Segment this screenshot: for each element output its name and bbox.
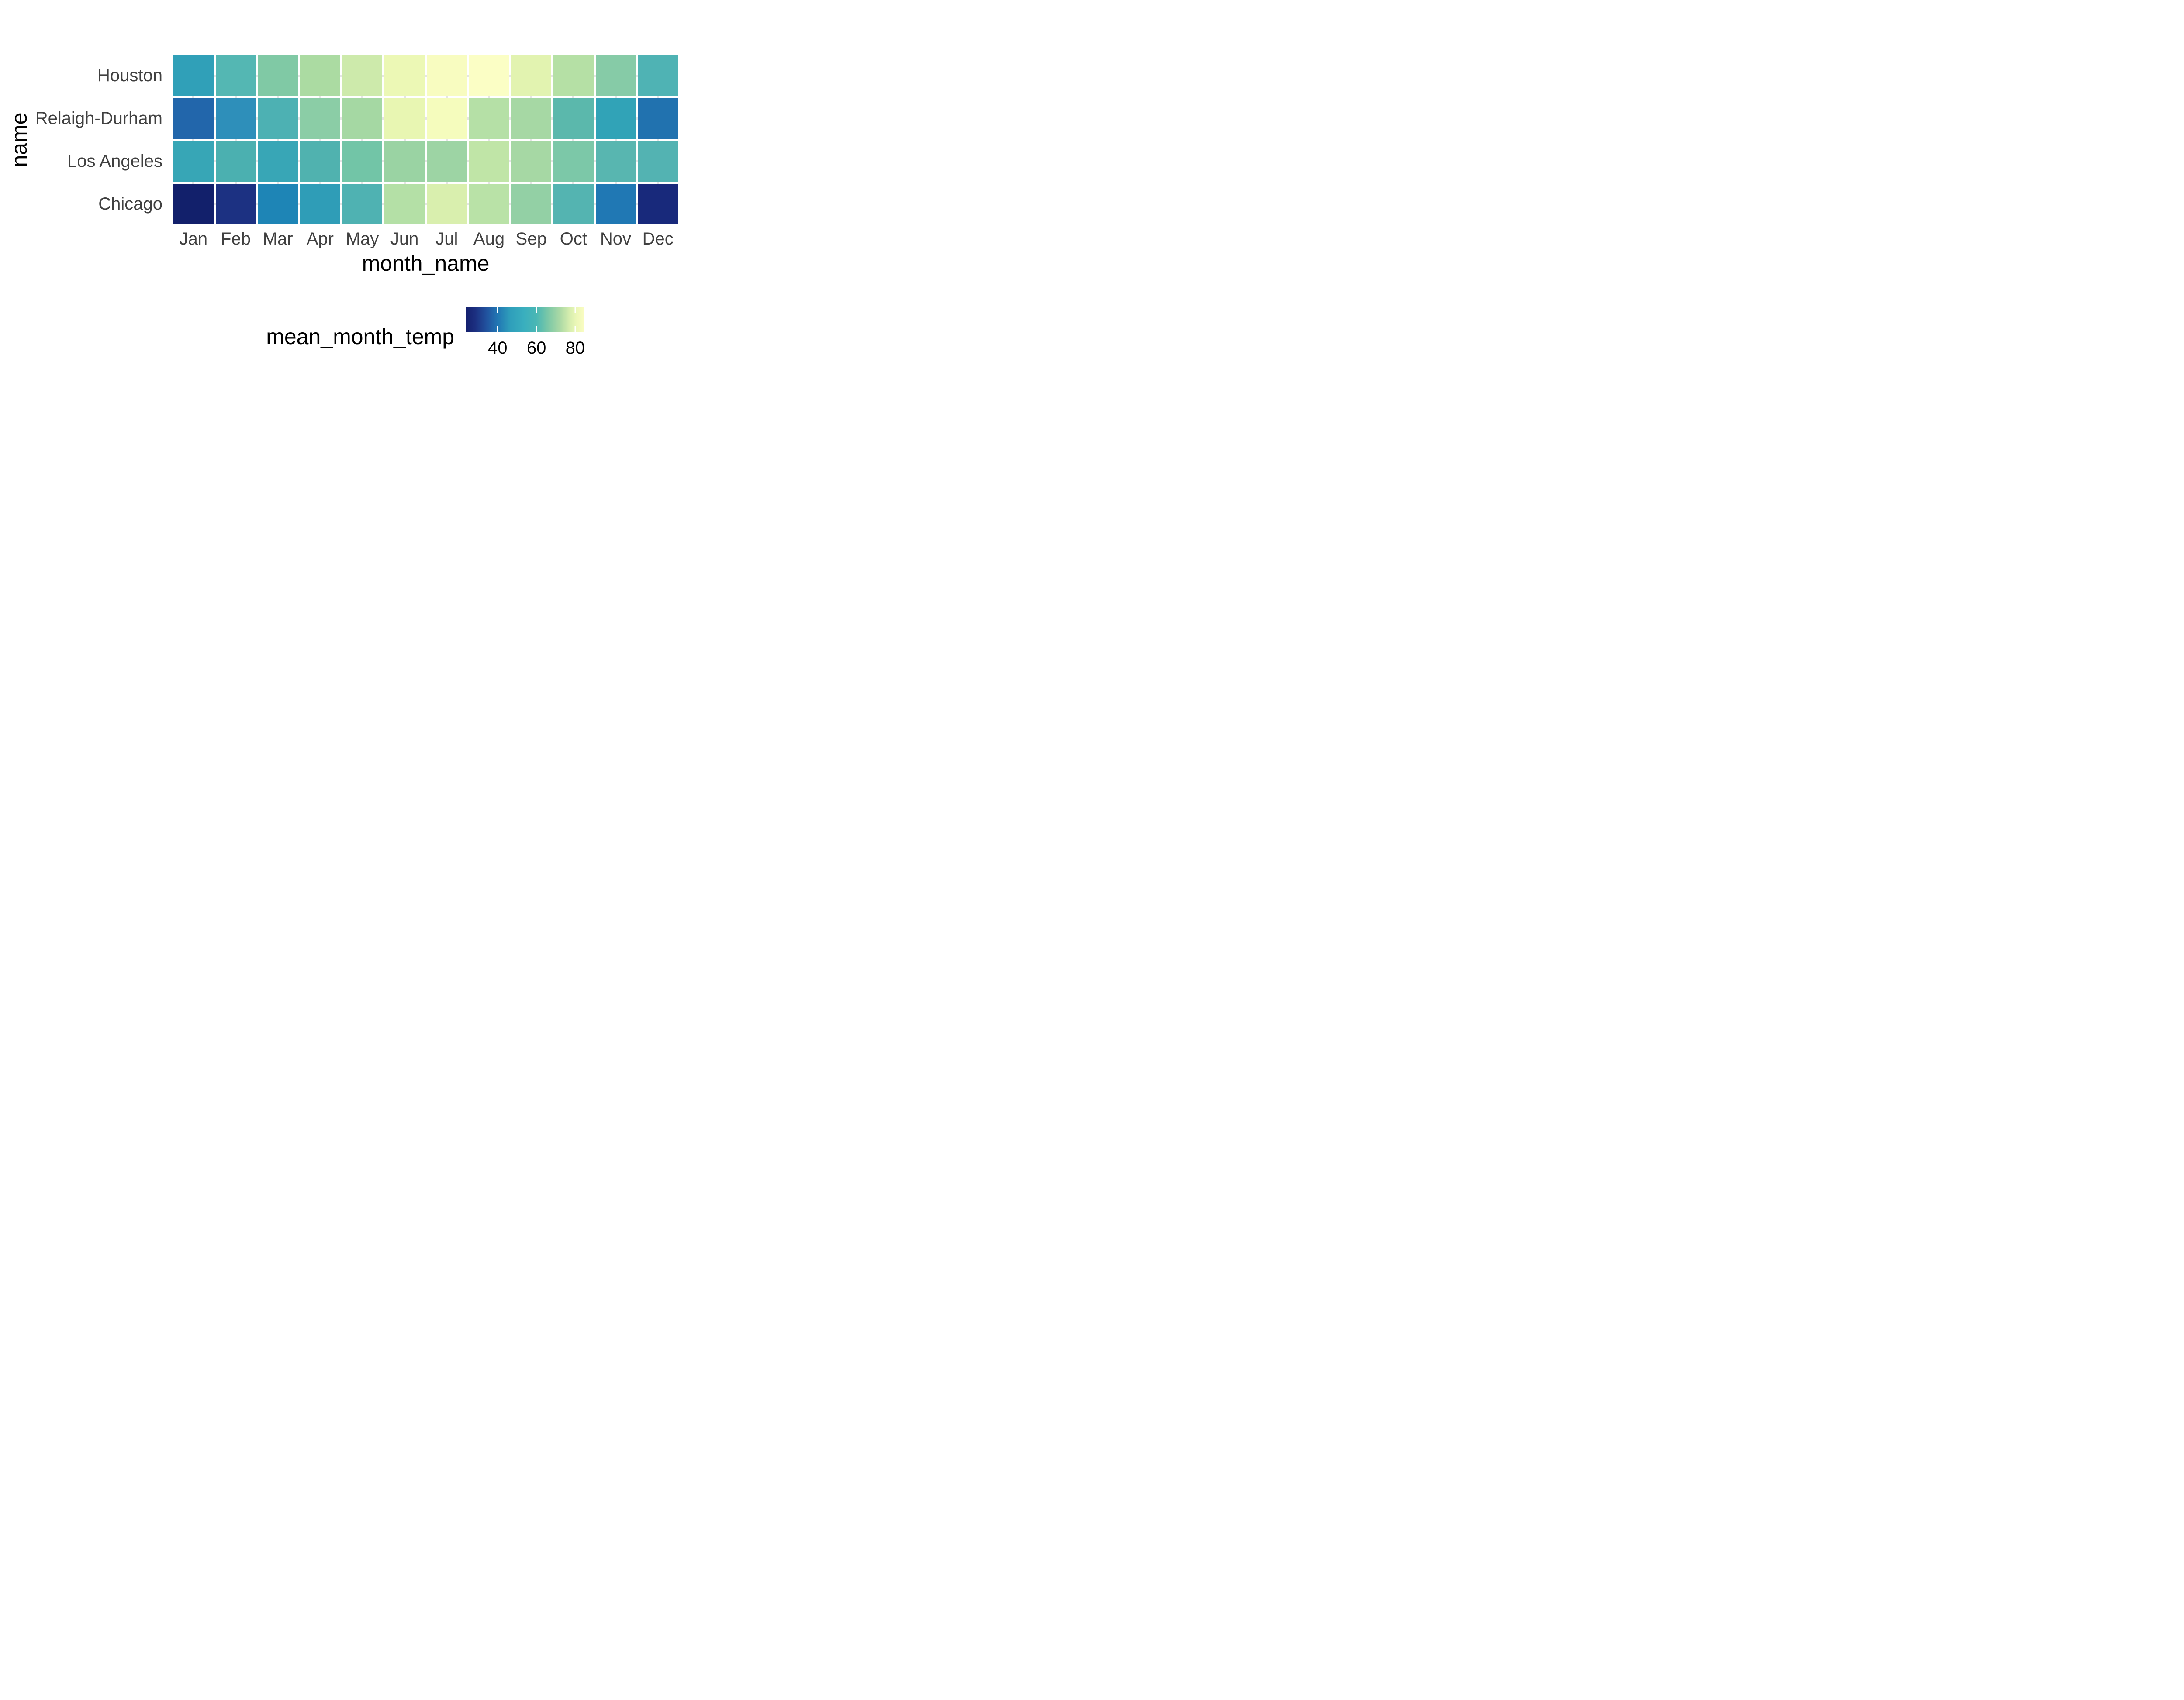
heatmap-cell <box>342 141 383 182</box>
heatmap-cell <box>426 55 467 96</box>
y-tick-label: Houston <box>97 66 162 85</box>
heatmap-cell <box>469 184 509 224</box>
heatmap-cell <box>511 98 551 139</box>
panel-gridline-vertical <box>657 55 659 224</box>
heatmap-cell <box>384 141 425 182</box>
panel-grid <box>173 55 678 224</box>
y-axis-labels: Houston Relaigh-Durham Los Angeles Chicago <box>0 55 168 224</box>
legend-tick-label: 80 <box>565 338 585 358</box>
heatmap-cell <box>638 55 678 96</box>
panel-gridline-vertical <box>615 55 617 224</box>
x-tick-label: Mar <box>263 229 293 248</box>
x-axis-labels: Jan Feb Mar Apr May Jun Jul Aug Sep Oct Nov Dec <box>173 228 678 250</box>
heatmap-cell <box>300 98 340 139</box>
panel-gridline-vertical <box>403 55 406 224</box>
legend-tick-mark <box>497 307 498 313</box>
heatmap-cell <box>173 184 214 224</box>
panel-gridline-vertical <box>192 55 195 224</box>
heatmap-cell <box>258 141 298 182</box>
x-tick-label: Apr <box>306 229 334 248</box>
heatmap-cell <box>469 98 509 139</box>
panel-gridline-vertical <box>361 55 363 224</box>
heatmap-cell <box>638 141 678 182</box>
heatmap-cell <box>469 55 509 96</box>
legend-gradient-bar <box>466 307 584 332</box>
legend-tick-labels: 40 60 80 <box>466 338 585 359</box>
heatmap-cell <box>511 55 551 96</box>
heatmap-cell <box>215 55 256 96</box>
heatmap-cell <box>426 141 467 182</box>
heatmap-cell <box>511 141 551 182</box>
heatmap-cell <box>638 98 678 139</box>
heatmap-cell <box>426 98 467 139</box>
legend-tick-mark <box>574 307 576 313</box>
heatmap-cell <box>384 98 425 139</box>
heatmap-cell <box>300 55 340 96</box>
x-tick-label: Dec <box>642 229 674 248</box>
x-tick-label: Sep <box>515 229 547 248</box>
panel-gridline-vertical <box>530 55 532 224</box>
panel-gridline-vertical <box>235 55 237 224</box>
panel-gridline-horizontal <box>173 203 678 205</box>
heatmap-cell <box>215 141 256 182</box>
legend-tick-label: 40 <box>488 338 508 358</box>
x-tick-label: Oct <box>560 229 587 248</box>
panel-gridline-vertical <box>446 55 448 224</box>
legend-title: mean_month_temp <box>266 324 454 349</box>
y-tick-label: Los Angeles <box>67 152 162 171</box>
panel-gridline-vertical <box>572 55 575 224</box>
x-tick-label: Feb <box>221 229 251 248</box>
heatmap-cell <box>258 55 298 96</box>
legend-tick-label: 60 <box>526 338 546 358</box>
panel-gridline-horizontal <box>173 117 678 120</box>
heatmap-cell <box>595 141 636 182</box>
heatmap-cell <box>258 184 298 224</box>
x-tick-label: Jun <box>390 229 419 248</box>
heatmap-cell <box>595 55 636 96</box>
x-tick-label: Jul <box>435 229 458 248</box>
heatmap-cell <box>173 141 214 182</box>
x-tick-label: Aug <box>473 229 505 248</box>
heatmap-cell <box>258 98 298 139</box>
heatmap-cell <box>384 55 425 96</box>
heatmap-cell <box>553 98 594 139</box>
x-tick-label: Jan <box>179 229 208 248</box>
figure-canvas: name Houston Relaigh-Durham Los Angeles Chi… <box>0 0 688 425</box>
heatmap-grid <box>173 55 678 224</box>
heatmap-cell <box>511 184 551 224</box>
heatmap-cell <box>342 184 383 224</box>
panel-gridline-horizontal <box>173 75 678 77</box>
panel-gridline-horizontal <box>173 160 678 162</box>
heatmap-cell <box>173 55 214 96</box>
heatmap-cell <box>553 184 594 224</box>
heatmap-cell <box>553 141 594 182</box>
heatmap-cell <box>595 184 636 224</box>
heatmap-cell <box>553 55 594 96</box>
heatmap-cell <box>215 98 256 139</box>
x-tick-label: Nov <box>600 229 632 248</box>
heatmap-cell <box>469 141 509 182</box>
y-tick-label: Relaigh-Durham <box>35 109 162 128</box>
heatmap-cell <box>173 98 214 139</box>
x-axis-title: month_name <box>362 251 490 276</box>
legend-tick-mark <box>574 326 576 332</box>
heatmap-cell <box>215 184 256 224</box>
heatmap-cell <box>300 184 340 224</box>
heatmap-cell <box>342 98 383 139</box>
legend-tick-mark <box>497 326 498 332</box>
heatmap-cell <box>426 184 467 224</box>
x-tick-label: May <box>346 229 379 248</box>
y-tick-label: Chicago <box>98 194 162 214</box>
heatmap-cell <box>595 98 636 139</box>
legend-tick-mark <box>536 326 537 332</box>
heatmap-cell <box>384 184 425 224</box>
panel-gridline-vertical <box>488 55 490 224</box>
heatmap-cell <box>638 184 678 224</box>
legend-tick-mark <box>536 307 537 313</box>
panel-gridline-vertical <box>276 55 279 224</box>
panel-gridline-vertical <box>319 55 321 224</box>
heatmap-panel <box>173 55 678 224</box>
heatmap-cell <box>300 141 340 182</box>
heatmap-cell <box>342 55 383 96</box>
